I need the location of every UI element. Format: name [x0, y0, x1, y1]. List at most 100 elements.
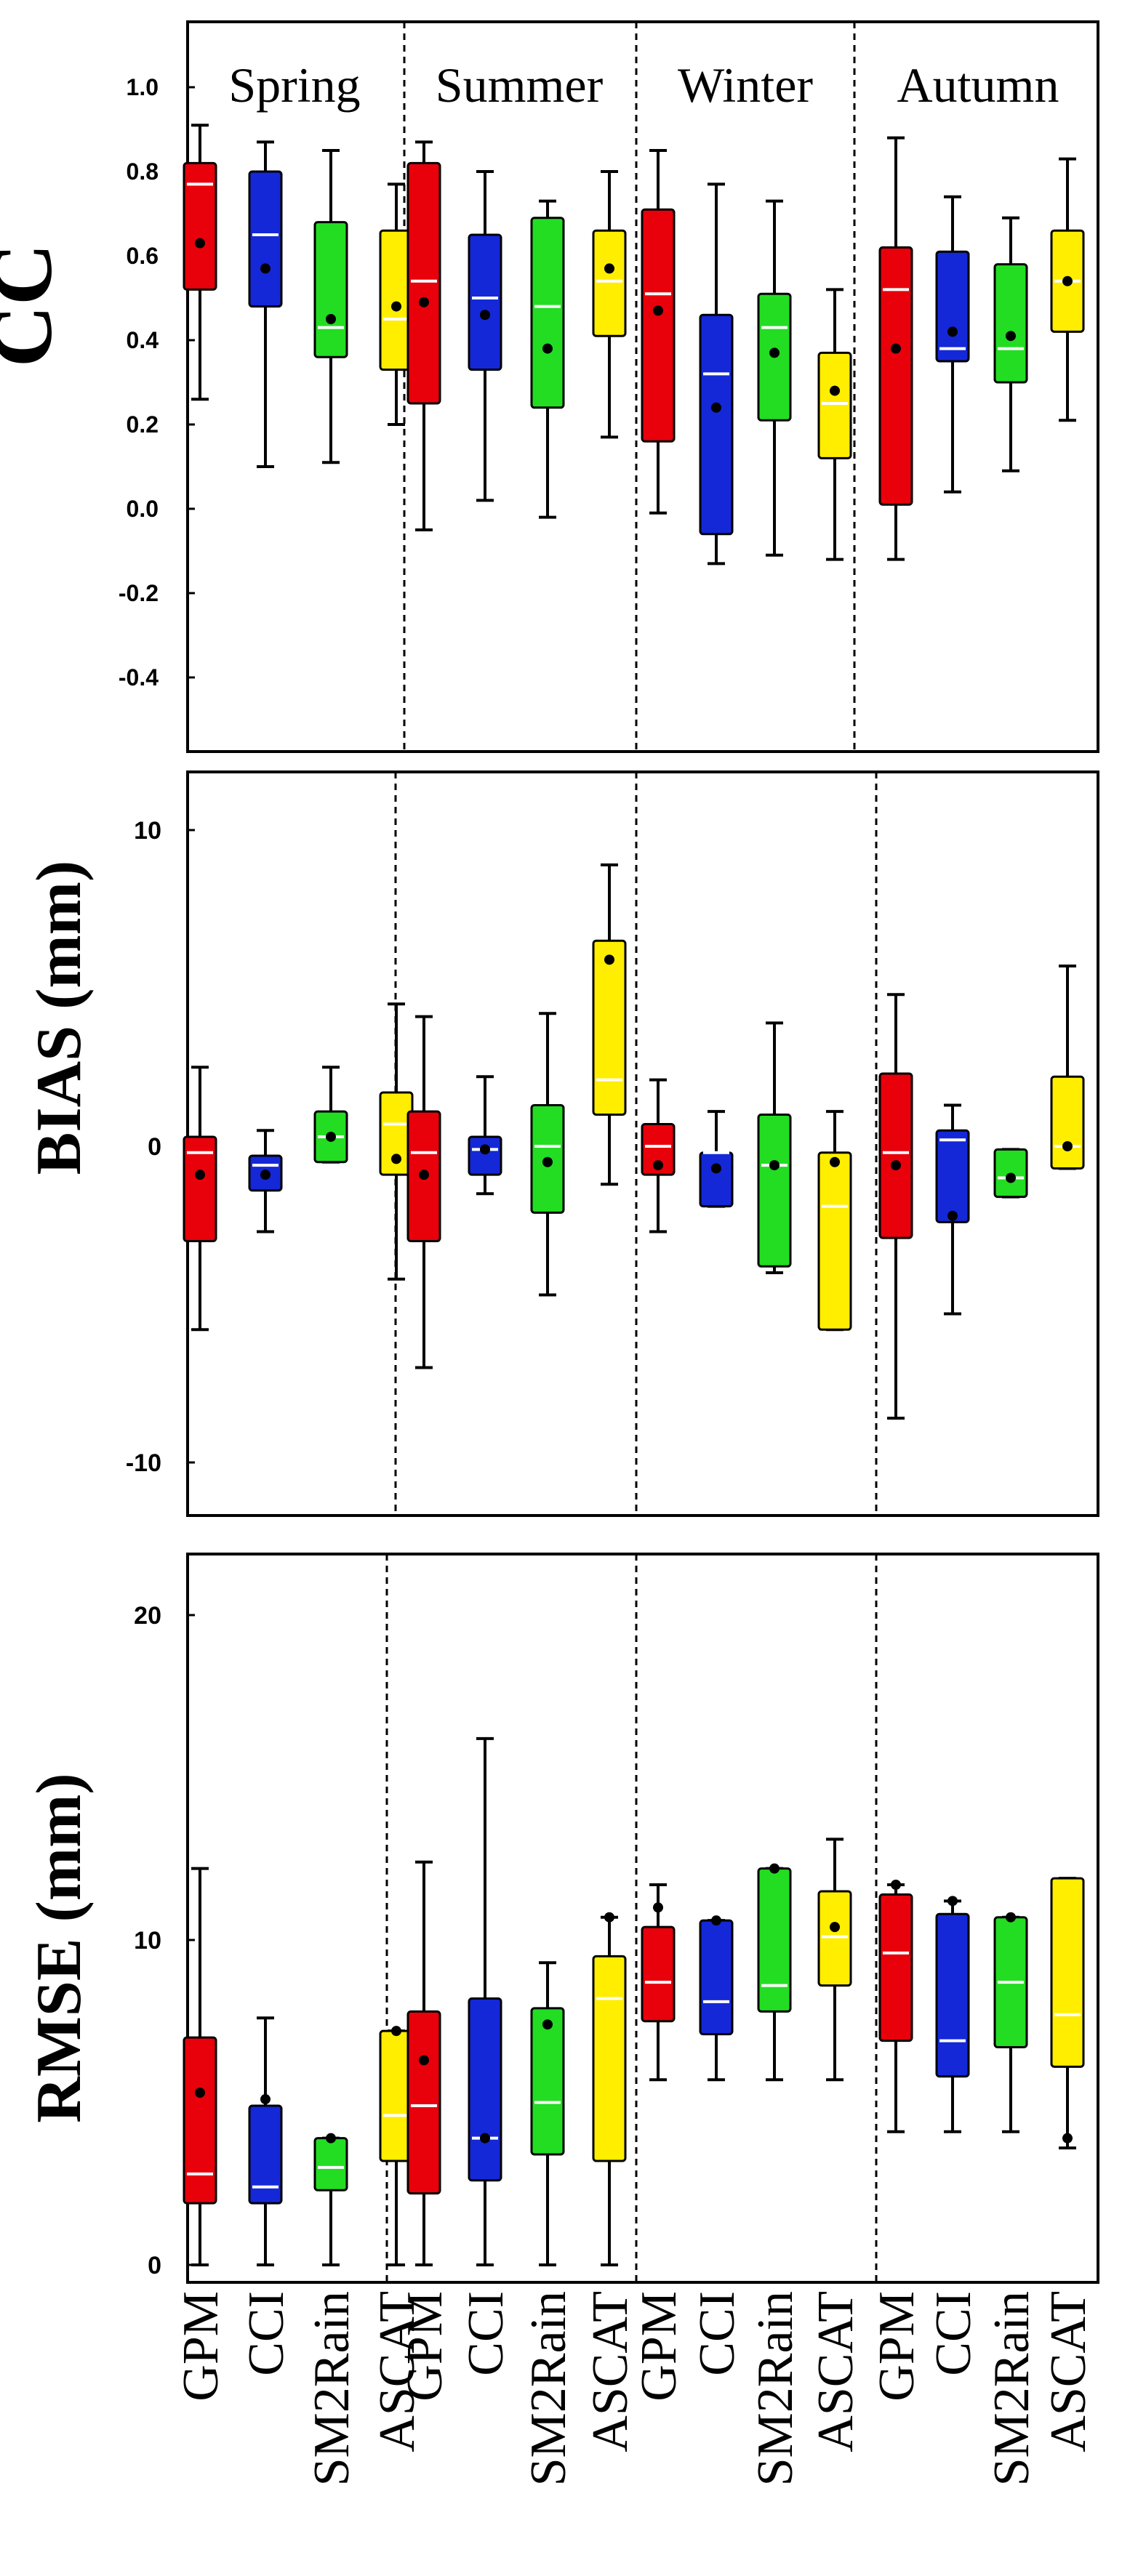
box-cci-spring — [248, 140, 283, 468]
box-gpm-spring — [183, 1867, 217, 2266]
iqr-box — [313, 2137, 348, 2191]
box-ascat-spring — [379, 2026, 414, 2266]
box-sm2rain-autumn — [993, 216, 1028, 472]
mean-marker — [1062, 1141, 1073, 1151]
box-ascat-autumn — [1050, 157, 1085, 422]
season-label-autumn: Autumn — [897, 57, 1059, 113]
mean-marker — [604, 263, 614, 274]
mean-marker — [260, 1170, 271, 1180]
mean-marker — [769, 1863, 780, 1874]
box-gpm-spring — [183, 1066, 217, 1332]
season-label-summer: Summer — [436, 57, 604, 113]
box-sm2rain-autumn — [993, 1912, 1028, 2133]
mean-marker — [947, 1210, 958, 1221]
box-cci-summer — [468, 170, 502, 502]
mean-marker — [326, 1131, 336, 1142]
y-tick-label: 0.4 — [127, 327, 159, 353]
iqr-box — [699, 313, 734, 536]
mean-marker — [419, 1170, 429, 1180]
product-label-ascat: ASCAT — [808, 2291, 864, 2452]
mean-marker — [604, 1912, 614, 1923]
y-tick-label: 1.0 — [127, 74, 159, 100]
box-cci-winter — [699, 1110, 734, 1208]
product-label-cci: CCI — [239, 2291, 294, 2376]
mean-marker — [891, 343, 901, 354]
mean-marker — [195, 2088, 205, 2098]
iqr-box — [757, 1114, 792, 1268]
iqr-box — [993, 263, 1028, 384]
box-sm2rain-spring — [313, 2133, 348, 2266]
iqr-box — [699, 1151, 734, 1208]
mean-marker — [326, 314, 336, 324]
mean-marker — [391, 2026, 401, 2037]
iqr-box — [592, 1955, 627, 2162]
box-cci-winter — [699, 1915, 734, 2082]
box-cci-summer — [468, 1075, 502, 1196]
box-sm2rain-spring — [313, 1066, 348, 1164]
product-label-sm2rain: SM2Rain — [521, 2291, 577, 2486]
y-axis-label: BIAS (mm) — [24, 861, 95, 1175]
iqr-box — [592, 229, 627, 337]
mean-marker — [260, 263, 271, 274]
y-tick-label: 0 — [148, 2252, 161, 2279]
box-cci-autumn — [935, 1103, 970, 1316]
mean-marker — [1006, 331, 1016, 342]
box-ascat-winter — [817, 1838, 852, 2082]
mean-marker — [260, 2094, 271, 2105]
iqr-box — [878, 246, 913, 506]
panel-2: BIAS (mm) 10 0 -10 — [24, 770, 1099, 1517]
iqr-box — [248, 170, 283, 308]
product-label-gpm: GPM — [397, 2291, 453, 2402]
mean-marker — [391, 1154, 401, 1164]
box-sm2rain-winter — [757, 199, 792, 557]
product-label-gpm: GPM — [173, 2291, 229, 2402]
y-axis-label: CC — [0, 243, 70, 367]
iqr-box — [699, 1919, 734, 2036]
iqr-box — [406, 161, 441, 405]
box-gpm-summer — [406, 1015, 441, 1369]
box-gpm-winter — [641, 149, 676, 515]
product-label-sm2rain: SM2Rain — [304, 2291, 360, 2486]
iqr-box — [641, 1123, 676, 1176]
mean-marker — [1062, 2133, 1073, 2144]
box-cci-summer — [468, 1736, 502, 2266]
season-label-spring: Spring — [228, 57, 360, 113]
iqr-box — [313, 221, 348, 358]
iqr-box — [641, 1925, 676, 2023]
box-cci-spring — [248, 2016, 283, 2266]
mean-marker — [419, 2055, 429, 2066]
mean-marker — [769, 1160, 780, 1171]
mean-marker — [947, 1896, 958, 1907]
iqr-box — [817, 1151, 852, 1331]
product-label-sm2rain: SM2Rain — [984, 2291, 1040, 2486]
box-ascat-summer — [592, 863, 627, 1186]
box-sm2rain-winter — [757, 1863, 792, 2082]
mean-marker — [1006, 1912, 1016, 1923]
mean-marker — [711, 1915, 721, 1926]
box-sm2rain-summer — [530, 199, 565, 519]
mean-marker — [830, 1922, 840, 1933]
y-tick-label: 0.8 — [127, 158, 159, 185]
box-gpm-spring — [183, 124, 217, 401]
y-tick-label: 0 — [148, 1133, 161, 1161]
product-label-cci: CCI — [689, 2291, 745, 2376]
iqr-box — [183, 161, 217, 291]
box-sm2rain-autumn — [993, 1148, 1028, 1199]
product-label-ascat: ASCAT — [369, 2291, 425, 2452]
mean-marker — [326, 2133, 336, 2144]
mean-marker — [653, 305, 663, 316]
mean-marker — [542, 343, 553, 354]
box-cci-autumn — [935, 195, 970, 494]
mean-marker — [604, 954, 614, 965]
box-ascat-autumn — [1050, 1877, 1085, 2150]
iqr-box — [935, 250, 970, 363]
y-tick-label: -0.2 — [119, 580, 159, 606]
iqr-box — [468, 233, 502, 371]
iqr-box — [935, 1129, 970, 1223]
mean-marker — [711, 402, 721, 413]
iqr-box — [468, 1997, 502, 2182]
iqr-box — [406, 2010, 441, 2195]
mean-marker — [653, 1902, 663, 1913]
